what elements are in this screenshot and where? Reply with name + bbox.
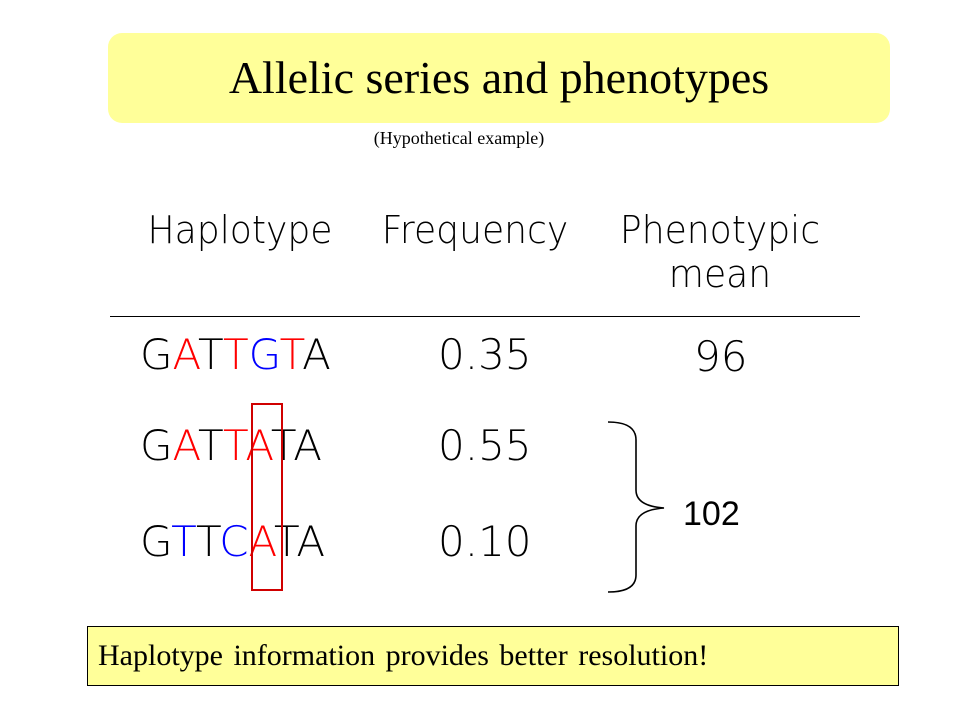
- base: T: [222, 330, 249, 379]
- base: G: [140, 330, 173, 379]
- conclusion-text: Haplotype information provides better re…: [98, 639, 709, 672]
- base: A: [302, 330, 331, 379]
- allele-highlight-box: [251, 403, 283, 591]
- base: C: [219, 517, 249, 566]
- base: T: [171, 517, 196, 566]
- phenotypic-mean-row-0: 96: [694, 332, 748, 381]
- slide-subtitle: (Hypothetical example): [373, 128, 545, 148]
- base: A: [172, 421, 199, 470]
- base: A: [293, 421, 322, 470]
- base: A: [172, 330, 199, 379]
- phenotypic-mean-merged: 102: [683, 495, 740, 533]
- haplotype-row-1: GATTATA: [140, 421, 322, 471]
- header-phenotypic-mean: Phenotypic mean: [611, 208, 830, 296]
- base: T: [274, 517, 297, 566]
- header-divider: [110, 316, 860, 317]
- slide-title: Allelic series and phenotypes: [228, 52, 770, 103]
- frequency-row-2: 0.10: [438, 517, 532, 566]
- base: G: [140, 421, 173, 470]
- conclusion-box: Haplotype information provides better re…: [87, 626, 899, 686]
- grouping-brace-icon: [607, 421, 665, 593]
- title-banner: Allelic series and phenotypes: [108, 33, 890, 123]
- base: T: [198, 421, 223, 470]
- base: T: [195, 517, 220, 566]
- haplotype-row-2: GTTCATA: [140, 517, 325, 567]
- base: G: [140, 517, 172, 566]
- header-haplotype: Haplotype: [147, 208, 333, 252]
- header-phenotypic-mean-line1: Phenotypic: [619, 208, 821, 252]
- header-frequency: Frequency: [381, 208, 569, 252]
- frequency-row-1: 0.55: [438, 421, 532, 470]
- base: A: [245, 421, 271, 470]
- haplotype-row-0: GATTGTA: [140, 330, 331, 380]
- base: T: [279, 330, 303, 379]
- base: T: [198, 330, 223, 379]
- base: T: [222, 421, 246, 470]
- frequency-row-0: 0.35: [438, 330, 532, 379]
- base: A: [296, 517, 326, 566]
- base: G: [248, 330, 280, 379]
- header-phenotypic-mean-line2: mean: [668, 252, 772, 296]
